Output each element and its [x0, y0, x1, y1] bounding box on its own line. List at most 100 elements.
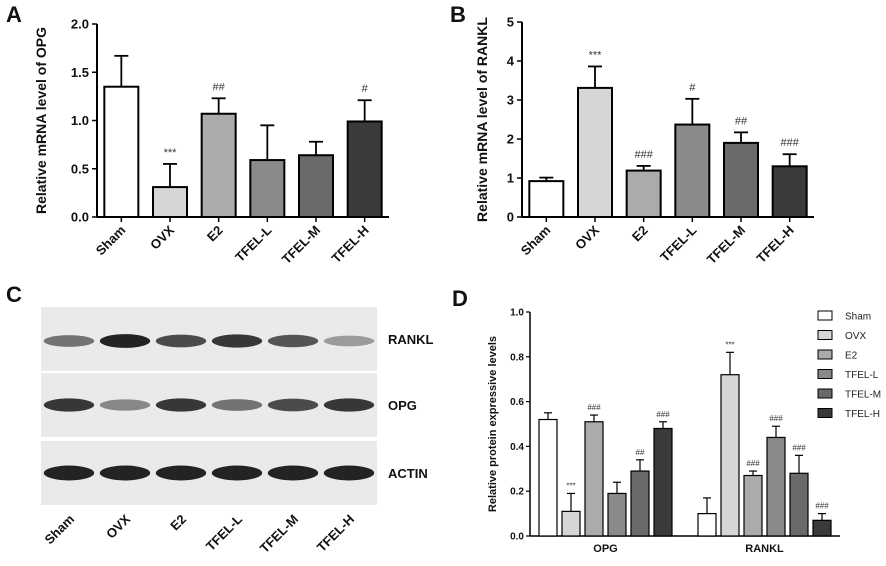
- bar: [538, 418, 558, 537]
- blot-row-label: RANKL: [388, 332, 434, 347]
- y-tick-label: 5: [507, 15, 514, 30]
- y-tick-label: 0.8: [510, 352, 524, 363]
- blot-band: [155, 334, 207, 348]
- bar: [771, 165, 808, 219]
- bar: [743, 474, 763, 537]
- bar: [152, 186, 188, 219]
- x-tick-label: TFEL-H: [328, 223, 371, 266]
- panel-label-b: B: [450, 2, 466, 27]
- legend-label: TFEL-M: [845, 390, 881, 401]
- x-tick-label: TFEL-H: [753, 223, 796, 266]
- y-tick-label: 2: [507, 132, 514, 147]
- legend-label: TFEL-L: [845, 370, 879, 381]
- significance-marker: #: [689, 82, 696, 94]
- legend-swatch: [817, 408, 833, 418]
- blot-row-label: OPG: [388, 398, 417, 413]
- y-axis-title: Relative protein expressive levels: [487, 336, 499, 512]
- blot-band: [211, 465, 263, 481]
- bar: [200, 112, 237, 218]
- blot-band: [211, 399, 263, 411]
- bar: [607, 492, 627, 537]
- panel-label-d: D: [452, 286, 468, 311]
- significance-marker: ###: [769, 414, 783, 423]
- blot-band: [323, 335, 375, 347]
- y-tick-label: 2.0: [71, 17, 89, 32]
- chart-panel-a: 0.0 0.5 1.0 1.5 2.0 Relative mRNA level of OP…: [33, 17, 389, 267]
- bar: [630, 470, 650, 537]
- bar: [103, 85, 140, 218]
- y-tick-label: 1.0: [510, 308, 524, 319]
- significance-marker: ###: [634, 149, 653, 161]
- legend-swatch: [817, 388, 833, 399]
- y-tick-label: 0.5: [71, 161, 89, 176]
- blot-band: [267, 465, 319, 481]
- blot-lane-label: TFEL-L: [203, 511, 245, 553]
- blot-band: [155, 465, 207, 481]
- blot-band: [43, 398, 95, 412]
- blot-band: [43, 465, 95, 481]
- y-tick-label: 0.2: [510, 487, 524, 498]
- legend-label: Sham: [845, 312, 871, 323]
- blot-lane-label: OVX: [103, 511, 133, 541]
- x-tick-label: E2: [204, 223, 226, 245]
- legend-label: TFEL-H: [845, 409, 880, 420]
- x-tick-label: TFEL-M: [279, 223, 323, 267]
- panel-label-c: C: [6, 282, 22, 307]
- significance-marker: ***: [589, 49, 603, 61]
- bar: [249, 159, 286, 219]
- blot-strip: [41, 307, 377, 371]
- x-group-label: RANKL: [745, 543, 784, 555]
- blot-band: [43, 335, 95, 347]
- y-tick-label: 1.0: [71, 113, 89, 128]
- blot-band: [155, 398, 207, 412]
- western-blot-panel: RANKL OPG ACTIN Sham OVX E2 TFEL-L TFEL-M TFEL-H: [41, 307, 434, 556]
- significance-marker: ##: [213, 81, 226, 93]
- legend-swatch: [817, 369, 833, 379]
- bar: [812, 519, 832, 537]
- y-tick-label: 1: [507, 171, 514, 186]
- y-tick-label: 4: [507, 54, 515, 69]
- chart-panel-d: 0.0 0.2 0.4 0.6 0.8 1.0 Relative protein expre…: [487, 308, 881, 556]
- x-tick-label: Sham: [93, 223, 129, 259]
- bar: [561, 510, 581, 537]
- y-tick-label: 0.6: [510, 397, 524, 408]
- x-tick-label: OVX: [572, 222, 602, 252]
- x-tick-label: TFEL-L: [657, 222, 699, 264]
- y-tick-label: 3: [507, 93, 514, 108]
- significance-marker: ###: [656, 410, 670, 419]
- significance-marker: ***: [164, 147, 178, 159]
- x-tick-label: E2: [629, 223, 651, 245]
- bar: [584, 421, 604, 537]
- x-tick-label: TFEL-M: [704, 223, 748, 267]
- panel-label-a: A: [6, 2, 22, 27]
- blot-lane-label: TFEL-H: [314, 512, 357, 555]
- blot-strip: [41, 373, 377, 437]
- bar: [346, 120, 383, 218]
- significance-marker: ###: [815, 502, 829, 511]
- bar: [720, 374, 740, 537]
- significance-marker: ***: [725, 340, 734, 349]
- chart-panel-b: 0 1 2 3 4 5 Relative mRNA level of RANKL Sham **…: [474, 15, 814, 267]
- blot-band: [323, 465, 375, 481]
- y-tick-label: 0.4: [510, 442, 524, 453]
- y-axis-title: Relative mRNA level of OPG: [33, 27, 49, 214]
- bar: [789, 472, 809, 537]
- blot-band: [267, 398, 319, 412]
- bar: [697, 512, 717, 537]
- bar: [653, 427, 673, 537]
- y-axis-title: Relative mRNA level of RANKL: [474, 17, 490, 222]
- bar: [723, 141, 759, 218]
- y-tick-label: 0.0: [510, 532, 524, 543]
- x-tick-label: OVX: [147, 222, 177, 252]
- significance-marker: ***: [566, 481, 575, 490]
- y-tick-label: 0.0: [71, 210, 89, 225]
- legend-label: OVX: [845, 331, 866, 342]
- blot-band: [211, 334, 263, 348]
- bar: [766, 436, 786, 537]
- x-tick-label: TFEL-L: [232, 222, 274, 264]
- significance-marker: ###: [587, 403, 601, 412]
- blot-strip: [41, 441, 377, 505]
- legend-swatch: [817, 349, 833, 360]
- x-group-label: OPG: [593, 543, 617, 555]
